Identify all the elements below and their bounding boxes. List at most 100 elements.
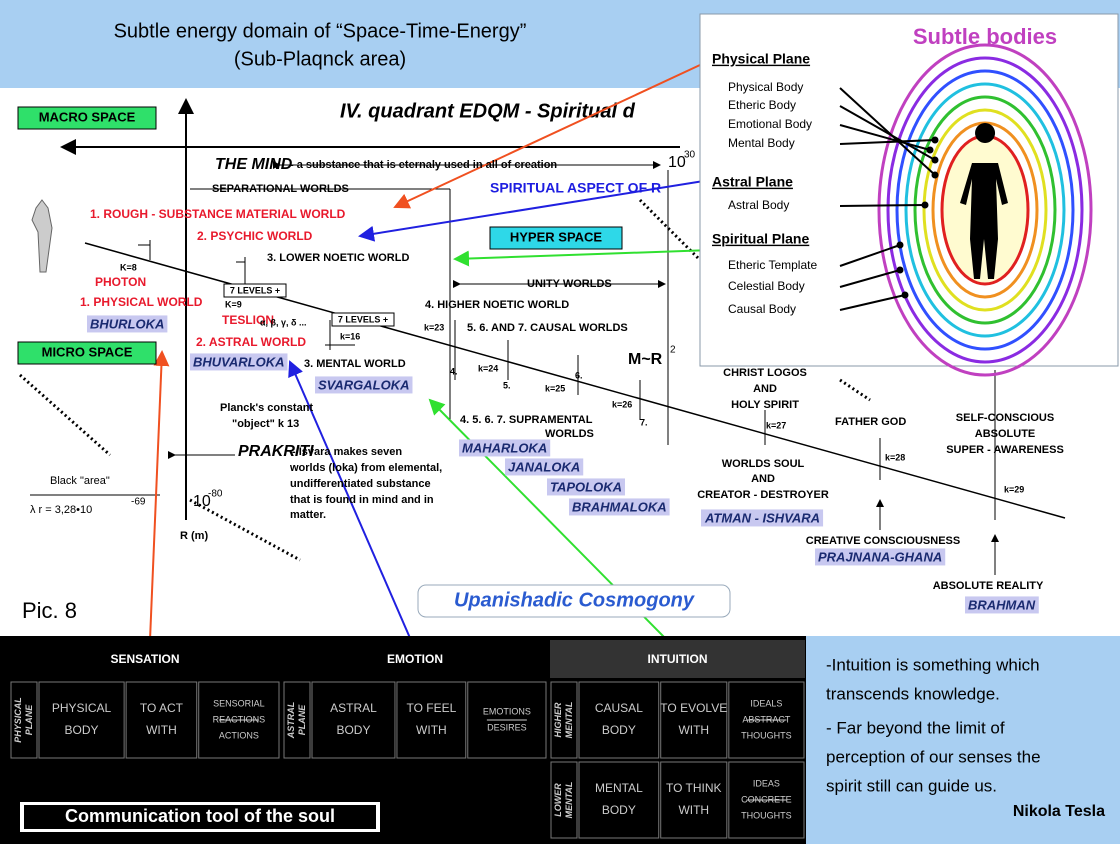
- diagram-label: M~R: [628, 351, 663, 368]
- diagram-label: K=9: [225, 299, 242, 309]
- pointer-dot: [927, 147, 934, 154]
- diagram-label: CHRIST LOGOS: [723, 367, 807, 379]
- diagram-label: FATHER GOD: [835, 416, 906, 428]
- cell-text: WITH: [678, 803, 709, 817]
- body-name: Etheric Template: [728, 258, 817, 272]
- plane-name: Spiritual Plane: [712, 231, 809, 247]
- cell-text: THOUGHTS: [741, 810, 792, 820]
- cell-text: REACTIONS: [213, 714, 266, 724]
- group-heading: EMOTION: [387, 652, 443, 666]
- body-name: Etheric Body: [728, 98, 796, 112]
- diagram-label: 1. PHYSICAL WORLD: [80, 295, 203, 309]
- table-footer: Communication tool of the soul: [65, 806, 335, 826]
- loka-label: BHUVARLOKA: [193, 354, 284, 369]
- diagram-label: -80: [208, 489, 223, 500]
- pointer-dot: [932, 137, 939, 144]
- cell-text: ACTIONS: [219, 730, 259, 740]
- plane-label: LOWER: [553, 783, 563, 817]
- cell-text: ABSTRACT: [742, 714, 791, 724]
- pointer-dot: [897, 267, 904, 274]
- loka-label: BRAHMALOKA: [572, 499, 667, 514]
- quote-line: -Intuition is something which: [826, 655, 1040, 674]
- diagram-label: 2. ASTRAL WORLD: [196, 335, 306, 349]
- cell-text: SENSORIAL: [213, 698, 265, 708]
- body-name: Physical Body: [728, 80, 803, 94]
- body-name: Causal Body: [728, 302, 796, 316]
- diagram-label: 3. MENTAL WORLD: [304, 358, 406, 370]
- pointer-dot: [932, 172, 939, 179]
- cell-text: WITH: [146, 723, 177, 737]
- diagram-label: ABSOLUTE REALITY: [933, 580, 1044, 592]
- diagram-label: UNITY WORLDS: [527, 278, 612, 290]
- cell-text: BODY: [602, 803, 636, 817]
- header-subtitle: (Sub-Plaqnck area): [234, 48, 406, 70]
- diagram-label: CREATOR - DESTROYER: [697, 489, 829, 501]
- hyper-space: HYPER SPACE: [510, 229, 603, 244]
- cell-text: BODY: [602, 723, 636, 737]
- body-name: Emotional Body: [728, 117, 812, 131]
- plane-name: Astral Plane: [712, 174, 793, 190]
- cell-text: CONCRETE: [741, 794, 792, 804]
- body-name: Mental Body: [728, 136, 795, 150]
- cosmogony: Upanishadic Cosmogony: [454, 589, 695, 611]
- pointer-dot: [897, 242, 904, 249]
- quote-line: transcends knowledge.: [826, 684, 1000, 703]
- loka-label: ATMAN - ISHVARA: [704, 510, 820, 525]
- diagram-label: k=26: [612, 399, 632, 409]
- diagram-label: -69: [131, 497, 146, 508]
- diagram-label: k=29: [1004, 484, 1024, 494]
- diagram-label: 1. ROUGH - SUBSTANCE MATERIAL WORLD: [90, 207, 346, 221]
- diagram-label: 2: [670, 345, 676, 356]
- diagram-label: k=24: [478, 363, 498, 373]
- diagram-label: 7.: [640, 417, 648, 427]
- diagram-label: R (m): [180, 530, 208, 542]
- diagram-label: α, β, γ, δ ...: [260, 317, 307, 327]
- quote-author: Nikola Tesla: [1013, 803, 1105, 820]
- cell-text: IDEALS: [750, 698, 782, 708]
- quote-line: spirit still can guide us.: [826, 776, 997, 795]
- pointer-dot: [932, 157, 939, 164]
- diagram-label: K=8: [120, 262, 137, 272]
- diagram-label: WORLDS SOUL: [722, 458, 805, 470]
- cell-text: DESIRES: [487, 722, 527, 732]
- quote-line: - Far beyond the limit of: [826, 718, 1005, 737]
- diagram-label: ABSOLUTE: [975, 428, 1036, 440]
- diagram-label: λ r = 3,28•10: [30, 504, 92, 516]
- loka-label: MAHARLOKA: [462, 440, 547, 455]
- cell-text: TO FEEL: [406, 701, 456, 715]
- diagram-label: - Isvara makes seven: [292, 446, 402, 458]
- cell-text: MENTAL: [595, 781, 643, 795]
- diagram-label: 4. HIGHER NOETIC WORLD: [425, 299, 569, 311]
- loka-label: BHURLOKA: [90, 316, 164, 331]
- diagram-label: k=16: [340, 331, 360, 341]
- plane-label: HIGHER: [553, 702, 563, 738]
- loka-label: BRAHMAN: [968, 597, 1036, 612]
- caption: Pic. 8: [22, 598, 77, 623]
- plane-label: PHYSICAL: [13, 697, 23, 743]
- diagram-label: - a substance that is eternaly used in a…: [290, 159, 557, 171]
- cell-text: BODY: [336, 723, 370, 737]
- loka-label: TAPOLOKA: [550, 479, 622, 494]
- group-heading: INTUITION: [648, 652, 708, 666]
- diagram-label: k=28: [885, 452, 905, 462]
- plane-label: PLANE: [24, 704, 34, 735]
- cell-text: ASTRAL: [330, 701, 377, 715]
- diagram-label: SEPARATIONAL WORLDS: [212, 183, 349, 195]
- diagram-label: 5. 6. AND 7. CAUSAL WORLDS: [467, 322, 628, 334]
- cell-text: THOUGHTS: [741, 730, 792, 740]
- cell-text: WITH: [678, 723, 709, 737]
- diagram-label: SELF-CONSCIOUS: [956, 412, 1054, 424]
- cell-text: TO ACT: [140, 701, 184, 715]
- diagram-label: WORLDS: [545, 428, 594, 440]
- diagram-label: CREATIVE CONSCIOUSNESS: [806, 535, 960, 547]
- diagram-label: k=27: [766, 420, 786, 430]
- diagram-label: PHOTON: [95, 275, 146, 289]
- cell-text: WITH: [416, 723, 447, 737]
- cell-text: CAUSAL: [595, 701, 643, 715]
- quote-line: perception of our senses the: [826, 747, 1041, 766]
- diagram-label: THE MIND: [215, 156, 293, 173]
- header-title: Subtle energy domain of “Space-Time-Ener…: [114, 20, 527, 42]
- cell-text: BODY: [65, 723, 99, 737]
- plane-label: ASTRAL: [286, 702, 296, 740]
- diagram-label: "object" k 13: [232, 418, 299, 430]
